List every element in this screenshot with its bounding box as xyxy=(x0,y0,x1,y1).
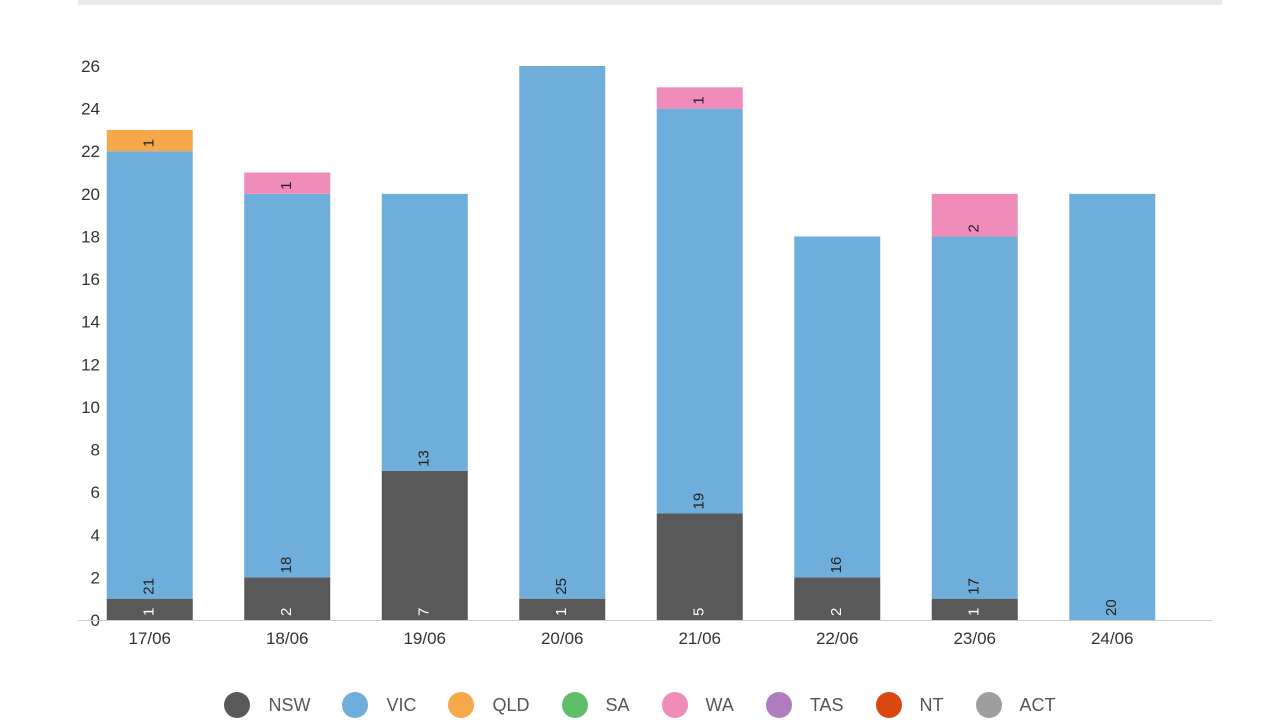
data-label-vic: 19 xyxy=(691,493,708,510)
y-tick-label: 2 xyxy=(91,568,100,587)
bar-segment-wa[interactable] xyxy=(931,193,1018,237)
y-tick-label: 6 xyxy=(91,483,100,502)
bar-segment-vic[interactable] xyxy=(794,236,881,578)
bar-segment-vic[interactable] xyxy=(381,193,468,471)
legend-label: WA xyxy=(705,694,734,715)
data-label-vic: 13 xyxy=(416,450,433,467)
legend-item-nt[interactable]: NT xyxy=(875,692,944,718)
y-tick-label: 8 xyxy=(91,441,100,460)
legend-item-nsw[interactable]: NSW xyxy=(224,692,310,718)
legend-item-sa[interactable]: SA xyxy=(561,692,630,718)
y-tick-label: 12 xyxy=(81,355,100,374)
y-tick-label: 24 xyxy=(81,100,100,119)
legend-swatch-icon xyxy=(448,692,475,718)
legend-label: NT xyxy=(919,694,944,715)
bar-segment-nsw[interactable] xyxy=(519,598,606,620)
x-tick-label: 21/06 xyxy=(678,629,721,648)
legend-label: TAS xyxy=(809,694,844,715)
bars-group xyxy=(106,66,1156,620)
data-label-nsw: 5 xyxy=(691,608,708,616)
bar-segment-nsw[interactable] xyxy=(931,598,1018,620)
legend-label: VIC xyxy=(386,694,417,715)
legend-label: NSW xyxy=(268,694,311,715)
legend-item-qld[interactable]: QLD xyxy=(448,692,530,718)
legend-label: SA xyxy=(605,694,630,715)
data-label-vic: 20 xyxy=(1103,599,1120,616)
bar-segment-qld[interactable] xyxy=(106,129,193,152)
top-toolbar-strip xyxy=(78,0,1222,5)
bar-segment-nsw[interactable] xyxy=(656,513,743,620)
data-label-wa: 2 xyxy=(966,224,983,232)
bar-segment-nsw[interactable] xyxy=(244,577,331,620)
data-label-vic: 16 xyxy=(828,557,845,574)
bar-segment-vic[interactable] xyxy=(931,236,1018,599)
bar-segment-nsw[interactable] xyxy=(794,577,881,620)
data-label-nsw: 1 xyxy=(553,608,570,616)
x-tick-label: 18/06 xyxy=(266,629,309,648)
x-tick-label: 17/06 xyxy=(128,629,171,648)
y-tick-label: 26 xyxy=(81,57,100,76)
bar-segment-wa[interactable] xyxy=(244,172,331,194)
x-tick-label: 23/06 xyxy=(953,629,996,648)
legend-item-tas[interactable]: TAS xyxy=(765,692,844,718)
legend-item-wa[interactable]: WA xyxy=(661,692,734,718)
y-tick-label: 20 xyxy=(81,185,100,204)
data-label-vic: 17 xyxy=(966,578,983,595)
bar-segment-vic[interactable] xyxy=(519,66,606,599)
y-tick-label: 16 xyxy=(81,270,100,289)
data-label-nsw: 7 xyxy=(416,608,433,616)
x-tick-label: 22/06 xyxy=(816,629,859,648)
y-tick-label: 14 xyxy=(81,313,100,332)
x-axis-ticks: 17/06 18/06 19/06 20/06 21/06 22/06 23/06 24/06 xyxy=(128,629,1133,648)
legend-label: ACT xyxy=(1019,694,1056,715)
data-label-vic: 21 xyxy=(141,578,158,595)
legend-swatch-icon xyxy=(765,692,792,718)
legend-item-act[interactable]: ACT xyxy=(975,692,1056,718)
data-label-qld: 1 xyxy=(141,139,158,147)
bar-segment-nsw[interactable] xyxy=(106,598,193,620)
legend-swatch-icon xyxy=(342,692,369,718)
legend-swatch-icon xyxy=(661,692,688,718)
bar-segment-wa[interactable] xyxy=(656,87,743,109)
data-label-nsw: 2 xyxy=(828,608,845,616)
data-label-nsw: 1 xyxy=(141,608,158,616)
bar-segment-nsw[interactable] xyxy=(381,470,468,620)
bar-segment-vic[interactable] xyxy=(1069,193,1156,620)
data-label-wa: 1 xyxy=(278,182,295,190)
data-label-wa: 1 xyxy=(691,96,708,104)
legend-item-vic[interactable]: VIC xyxy=(342,692,416,718)
y-tick-label: 4 xyxy=(91,526,100,545)
bar-segment-vic[interactable] xyxy=(656,108,743,514)
legend: NSW VIC QLD SA WA TAS NT ACT xyxy=(0,690,1280,720)
x-tick-label: 19/06 xyxy=(403,629,446,648)
data-label-vic: 18 xyxy=(278,557,295,574)
bar-segment-vic[interactable] xyxy=(106,151,193,599)
bar-segment-vic[interactable] xyxy=(244,193,331,578)
x-tick-label: 24/06 xyxy=(1091,629,1134,648)
data-label-nsw: 1 xyxy=(966,608,983,616)
legend-swatch-icon xyxy=(975,692,1002,718)
x-tick-label: 20/06 xyxy=(541,629,584,648)
legend-label: QLD xyxy=(492,694,530,715)
data-label-nsw: 2 xyxy=(278,608,295,616)
y-tick-label: 18 xyxy=(81,227,100,246)
legend-swatch-icon xyxy=(561,692,588,718)
data-label-vic: 25 xyxy=(553,578,570,595)
y-tick-label: 10 xyxy=(81,398,100,417)
legend-swatch-icon xyxy=(875,692,902,718)
legend-swatch-icon xyxy=(224,692,251,718)
y-tick-label: 22 xyxy=(81,142,100,161)
